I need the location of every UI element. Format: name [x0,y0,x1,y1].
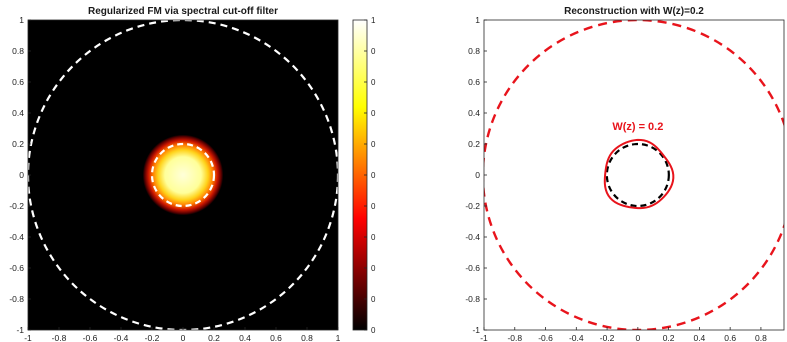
left-y-tick-label: 1 [19,15,24,25]
left-x-tick-label: 0.8 [301,333,313,342]
colorbar-tick-label: 0 [371,78,376,87]
right-y-tick-label: 0.4 [468,108,480,118]
colorbar-tick-label: 0 [371,171,376,180]
right-x-axis: -1 -0.8 -0.6 -0.4 -0.2 0 0.2 0.4 0.6 0.8 [480,327,767,342]
reconstruction-contour [603,138,675,210]
right-x-tick-label: 0.6 [724,333,736,342]
right-plot-background [484,20,784,330]
left-x-tick-label: -0.4 [114,333,129,342]
right-x-tick-label: 0.8 [755,333,767,342]
right-y-tick-label: 0.6 [468,77,480,87]
inner-black-dashed-circle [605,142,670,208]
right-y-tick-label: 0.8 [468,46,480,56]
right-y-tick-label: 0.2 [468,139,480,149]
right-x-tick-label: -0.2 [600,333,615,342]
right-x-tick-label: -0.4 [569,333,584,342]
left-y-tick-label: -0.4 [9,232,24,242]
left-x-tick-label: -0.8 [52,333,67,342]
left-x-tick-label: 0.4 [239,333,251,342]
left-x-tick-label: 1 [336,333,341,342]
right-y-tick-label: 1 [475,15,480,25]
right-y-tick-label: 0 [475,170,480,180]
left-y-tick-label: 0.6 [12,77,24,87]
colorbar-tick-label: 0 [371,202,376,211]
colorbar-tick-label: 1 [371,16,376,25]
colorbar-gradient [353,20,367,330]
colorbar: 1 0 0 0 0 0 0 0 0 0 0 [352,16,376,335]
heat-blob [142,134,224,216]
right-x-tick-label: -0.6 [538,333,553,342]
right-y-tick-label: -0.4 [465,232,480,242]
colorbar-ticks: 1 0 0 0 0 0 0 0 0 0 0 [364,16,376,335]
left-x-tick-label: -0.6 [83,333,98,342]
colorbar-tick-label: 0 [371,109,376,118]
right-y-tick-label: -0.2 [465,201,480,211]
right-y-tick-label: -0.8 [465,294,480,304]
left-y-tick-label: 0.4 [12,108,24,118]
left-y-axis: 1 0.8 0.6 0.4 0.2 0 -0.2 -0.4 -0.6 -0.8 -1 [9,15,31,335]
left-x-tick-label: -1 [24,333,32,342]
right-x-tick-label: 0 [635,333,640,342]
right-x-tick-label: 0.2 [663,333,675,342]
right-y-tick-label: -1 [472,325,480,335]
left-y-tick-label: -0.8 [9,294,24,304]
left-plot-panel: Regularized FM via spectral cut-off filt… [9,6,340,342]
contour-annotation: W(z) = 0.2 [612,121,663,133]
right-x-tick-label: -1 [480,333,488,342]
left-y-tick-label: 0.2 [12,139,24,149]
right-plot-panel: Reconstruction with W(z)=0.2 W(z) = 0.2 … [465,6,785,342]
left-x-axis: -1 -0.8 -0.6 -0.4 -0.2 0 0.2 0.4 0.6 0.8 1 [24,327,341,342]
inner-dashed-circle [150,142,216,208]
left-y-tick-label: -0.6 [9,263,24,273]
colorbar-tick-label: 0 [371,264,376,273]
colorbar-tick-label: 0 [371,47,376,56]
right-x-tick-label: -0.8 [507,333,522,342]
right-y-axis: 1 0.8 0.6 0.4 0.2 0 -0.2 -0.4 -0.6 -0.8 -1 [465,15,487,335]
left-y-tick-label: -0.2 [9,201,24,211]
left-x-tick-label: 0.6 [270,333,282,342]
left-y-tick-label: 0 [19,170,24,180]
left-x-tick-label: 0.2 [208,333,220,342]
left-y-tick-label: 0.8 [12,46,24,56]
colorbar-tick-label: 0 [371,140,376,149]
colorbar-tick-label: 0 [371,295,376,304]
right-x-tick-label: 0.4 [693,333,705,342]
colorbar-tick-label: 0 [371,233,376,242]
colorbar-tick-label: 0 [371,326,376,335]
left-x-tick-label: 0 [181,333,186,342]
right-y-tick-label: -0.6 [465,263,480,273]
right-plot-title: Reconstruction with W(z)=0.2 [564,6,704,17]
left-y-tick-label: -1 [16,325,24,335]
left-plot-title: Regularized FM via spectral cut-off filt… [88,6,278,17]
left-x-tick-label: -0.2 [145,333,160,342]
